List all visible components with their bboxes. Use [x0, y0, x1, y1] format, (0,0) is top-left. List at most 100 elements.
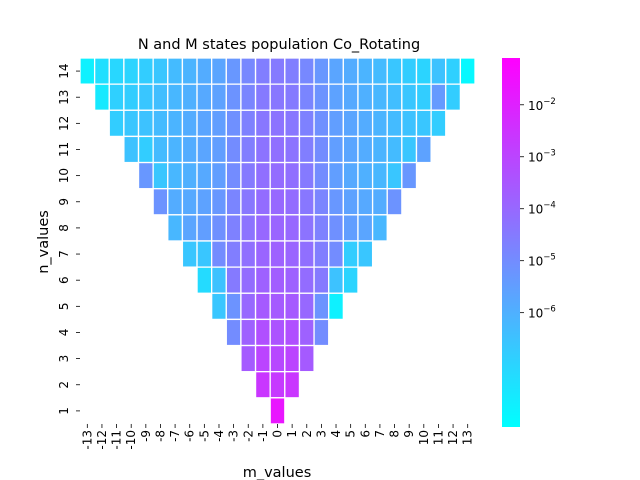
x-tick-label: -3 — [227, 430, 241, 442]
x-tick-label: -12 — [95, 430, 109, 450]
heatmap-cell — [196, 266, 213, 294]
heatmap-cell — [181, 240, 198, 268]
x-tick-label: 5 — [344, 430, 358, 438]
heatmap-cell — [284, 188, 301, 216]
heatmap-cell — [386, 83, 403, 111]
heatmap-cell — [269, 318, 286, 347]
heatmap-cell — [181, 109, 198, 138]
heatmap-cell — [240, 266, 257, 294]
heatmap-cell — [196, 83, 213, 111]
heatmap-cell — [167, 109, 184, 138]
x-tick-label: -11 — [110, 430, 124, 450]
x-tick-label: -7 — [168, 430, 182, 442]
heatmap-cell — [298, 214, 315, 242]
heatmap-cell — [167, 214, 184, 242]
y-tick-label: 11 — [57, 142, 71, 157]
heatmap-cell — [357, 135, 374, 164]
y-tick-label: 2 — [57, 381, 71, 389]
heatmap-cell — [93, 83, 110, 111]
heatmap-cell — [240, 188, 257, 216]
x-tick-label: 0 — [271, 430, 285, 438]
heatmap-cell — [371, 109, 388, 138]
heatmap-cell — [386, 109, 403, 138]
heatmap-cell — [240, 83, 257, 111]
heatmap-cell — [137, 109, 154, 138]
heatmap-cell — [225, 161, 242, 190]
heatmap-cell — [284, 344, 301, 373]
heatmap-cell — [313, 57, 330, 85]
heatmap-cell — [284, 214, 301, 242]
heatmap-cell — [357, 161, 374, 190]
y-tick-label: 8 — [57, 224, 71, 232]
heatmap-cell — [240, 161, 257, 190]
x-tick-label: -8 — [153, 430, 167, 442]
heatmap-cell — [137, 135, 154, 164]
heatmap-cell — [240, 318, 257, 347]
heatmap-cell — [357, 57, 374, 85]
heatmap-cell — [415, 83, 432, 111]
heatmap-cell — [123, 109, 140, 138]
x-tick-label: 3 — [314, 430, 328, 438]
heatmap-cell — [371, 135, 388, 164]
y-tick-label: 9 — [57, 198, 71, 206]
heatmap-cell — [328, 240, 344, 268]
heatmap-cell — [430, 109, 447, 138]
x-tick-label: 8 — [388, 430, 402, 438]
heatmap-cell — [328, 83, 344, 111]
x-tick-label: -4 — [212, 430, 226, 442]
y-tick-label: 13 — [57, 90, 71, 105]
y-tick-label: 4 — [57, 329, 71, 337]
y-axis-label: n_values — [36, 210, 52, 274]
x-tick-label: 2 — [300, 430, 314, 438]
heatmap-cell — [196, 188, 213, 216]
heatmap-cell — [196, 57, 213, 85]
heatmap-cell — [254, 214, 271, 242]
heatmap-cell — [254, 318, 271, 347]
heatmap-cell — [386, 161, 403, 190]
heatmap-cell — [284, 57, 301, 85]
heatmap-cell — [269, 83, 286, 111]
heatmap-cell — [254, 240, 271, 268]
heatmap-cell — [79, 57, 96, 85]
heatmap-cell — [225, 214, 242, 242]
heatmap-cell — [328, 266, 344, 294]
heatmap-cell — [284, 240, 301, 268]
heatmap-cell — [211, 240, 227, 268]
heatmap-cell — [342, 240, 359, 268]
heatmap-cell — [430, 57, 447, 85]
heatmap-cell — [386, 188, 403, 216]
heatmap-cell — [284, 109, 301, 138]
heatmap-cell — [181, 214, 198, 242]
heatmap-cell — [357, 240, 374, 268]
heatmap-cell — [196, 161, 213, 190]
heatmap-cell — [211, 214, 227, 242]
heatmap-cell — [415, 135, 432, 164]
heatmap-cell — [371, 161, 388, 190]
heatmap-cell — [342, 135, 359, 164]
x-tick-label: 11 — [431, 430, 445, 445]
heatmap-cell — [181, 188, 198, 216]
heatmap-cell — [298, 292, 315, 321]
heatmap-cell — [313, 109, 330, 138]
heatmap-cell — [313, 83, 330, 111]
x-tick-label: -1 — [256, 430, 270, 442]
heatmap-cell — [342, 57, 359, 85]
heatmap-cell — [342, 161, 359, 190]
heatmap-cell — [196, 240, 213, 268]
heatmap-cell — [298, 57, 315, 85]
x-tick-label: 1 — [285, 430, 299, 438]
y-tick-label: 12 — [57, 116, 71, 131]
heatmap-cell — [284, 161, 301, 190]
heatmap-cell — [298, 135, 315, 164]
heatmap-cell — [152, 161, 169, 190]
heatmap-cell — [225, 57, 242, 85]
x-tick-label: -10 — [124, 430, 138, 450]
x-tick-label: 7 — [373, 430, 387, 438]
heatmap-cell — [328, 188, 344, 216]
colorbar-tick-label: 10−4 — [528, 201, 556, 217]
heatmap-cell — [108, 83, 125, 111]
heatmap-cell — [225, 240, 242, 268]
heatmap-cell — [328, 135, 344, 164]
heatmap-cell — [254, 161, 271, 190]
